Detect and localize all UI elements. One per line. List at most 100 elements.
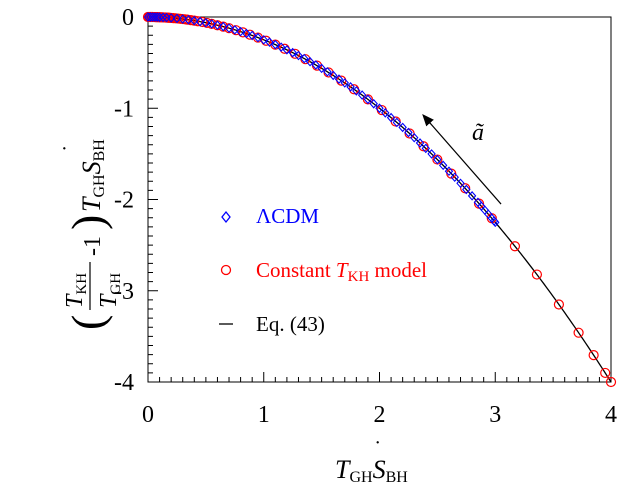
lcdm-point xyxy=(265,37,274,47)
y-tick-label: 0 xyxy=(122,5,134,31)
legend-item-eq43: Eq. (43) xyxy=(219,312,325,336)
x-axis-label: TGHSBH xyxy=(335,455,408,486)
lcdm-point xyxy=(491,217,500,228)
legend: ΛCDM Constant TKH model Eq. (43) xyxy=(219,204,427,336)
lcdm-point xyxy=(253,32,263,43)
x-tick-label: 0 xyxy=(142,402,154,428)
constant-tkh-point xyxy=(531,269,543,280)
lcdm-point xyxy=(158,12,168,23)
lcdm-point xyxy=(386,112,396,123)
x-tick-label: 1 xyxy=(258,402,270,428)
svg-text:): ) xyxy=(62,215,113,230)
legend-label-lcdm: ΛCDM xyxy=(256,204,319,228)
lcdm-point xyxy=(392,117,402,128)
svg-text:˙: ˙ xyxy=(58,145,83,152)
lcdm-point xyxy=(421,143,431,154)
lcdm-point xyxy=(328,70,338,81)
y-tick-labels: 0 -1 -2 -3 -4 xyxy=(114,5,134,396)
lcdm-point xyxy=(323,66,332,77)
x-tick-labels: 0 1 2 3 4 xyxy=(142,402,617,428)
constant-tkh-series xyxy=(142,11,617,388)
lcdm-point xyxy=(450,172,459,183)
plot-frame xyxy=(147,16,612,383)
constant-tkh-point xyxy=(553,299,565,310)
lcdm-point xyxy=(282,45,292,55)
constant-tkh-point xyxy=(509,241,521,252)
lcdm-point xyxy=(381,108,390,118)
constant-tkh-point xyxy=(197,16,208,28)
lcdm-point xyxy=(276,42,286,53)
constant-tkh-point xyxy=(573,327,584,338)
lcdm-point xyxy=(346,82,355,92)
lcdm-point xyxy=(259,34,268,45)
lcdm-point xyxy=(153,12,162,22)
lcdm-point xyxy=(224,23,234,34)
lcdm-point xyxy=(219,21,228,32)
y-tick-label: -2 xyxy=(114,188,134,214)
legend-item-constant-tkh: Constant TKH model xyxy=(220,258,427,285)
lcdm-point xyxy=(334,74,344,84)
constant-tkh-point xyxy=(605,376,617,388)
lcdm-point xyxy=(271,39,280,50)
lcdm-point xyxy=(300,53,309,64)
x-tick-label: 2 xyxy=(374,402,386,428)
svg-text:(: ( xyxy=(62,315,113,330)
legend-item-lcdm: ΛCDM xyxy=(221,204,319,228)
legend-label-eq43: Eq. (43) xyxy=(256,312,325,336)
lcdm-point xyxy=(404,127,413,138)
lcdm-point xyxy=(172,13,182,24)
lcdm-point xyxy=(184,14,193,25)
lcdm-point xyxy=(247,30,257,41)
lcdm-point xyxy=(438,160,448,171)
lcdm-point xyxy=(288,47,297,58)
lcdm-point xyxy=(207,19,216,29)
lcdm-point xyxy=(195,16,205,27)
constant-tkh-point xyxy=(600,367,611,379)
lcdm-point xyxy=(357,90,367,100)
legend-label-constant-tkh: Constant TKH model xyxy=(256,258,427,285)
x-tick-label: 3 xyxy=(489,402,501,428)
lcdm-point xyxy=(294,50,303,61)
a-tilde-label: ã xyxy=(472,120,484,146)
a-tilde-arrow xyxy=(422,114,502,205)
lcdm-point xyxy=(369,98,378,109)
lcdm-point xyxy=(398,122,407,133)
lcdm-point xyxy=(444,166,454,177)
y-tick-label: -4 xyxy=(114,370,134,396)
lcdm-point xyxy=(166,13,176,23)
svg-text:TGH: TGH xyxy=(96,273,124,308)
lcdm-point xyxy=(340,78,350,88)
x-tick-label: 4 xyxy=(605,402,617,428)
lcdm-point xyxy=(178,14,187,24)
lcdm-point xyxy=(467,191,477,201)
lcdm-point xyxy=(375,103,384,114)
x-axis-label-dot: ˙ xyxy=(374,436,381,461)
lcdm-point xyxy=(242,28,251,39)
lcdm-point xyxy=(352,86,361,96)
lcdm-point xyxy=(409,132,419,143)
lcdm-point xyxy=(415,138,425,148)
y-tick-label: -3 xyxy=(114,279,134,305)
lcdm-point xyxy=(305,56,315,67)
y-axis-label: ( TKH TGH -1 ) TGHSBH ˙ xyxy=(58,139,124,330)
lcdm-point xyxy=(201,17,211,28)
lcdm-point xyxy=(433,154,442,165)
svg-text:TKH: TKH xyxy=(62,273,90,308)
axis-ticks xyxy=(147,16,612,383)
lcdm-point xyxy=(236,26,245,37)
eq43-curve xyxy=(147,16,612,383)
legend-diamond-icon xyxy=(221,210,231,224)
lcdm-point xyxy=(190,15,199,26)
lcdm-point xyxy=(230,24,240,35)
lcdm-point xyxy=(213,20,222,31)
lcdm-point xyxy=(363,94,373,105)
svg-text:-1: -1 xyxy=(80,236,106,256)
legend-circle-icon xyxy=(220,264,232,276)
lcdm-point xyxy=(462,184,471,195)
svg-text:TGHSBH: TGHSBH xyxy=(77,139,108,212)
lcdm-point xyxy=(155,12,164,23)
y-tick-label: -1 xyxy=(114,96,134,122)
lcdm-series xyxy=(143,12,500,228)
constant-tkh-point xyxy=(588,350,599,361)
